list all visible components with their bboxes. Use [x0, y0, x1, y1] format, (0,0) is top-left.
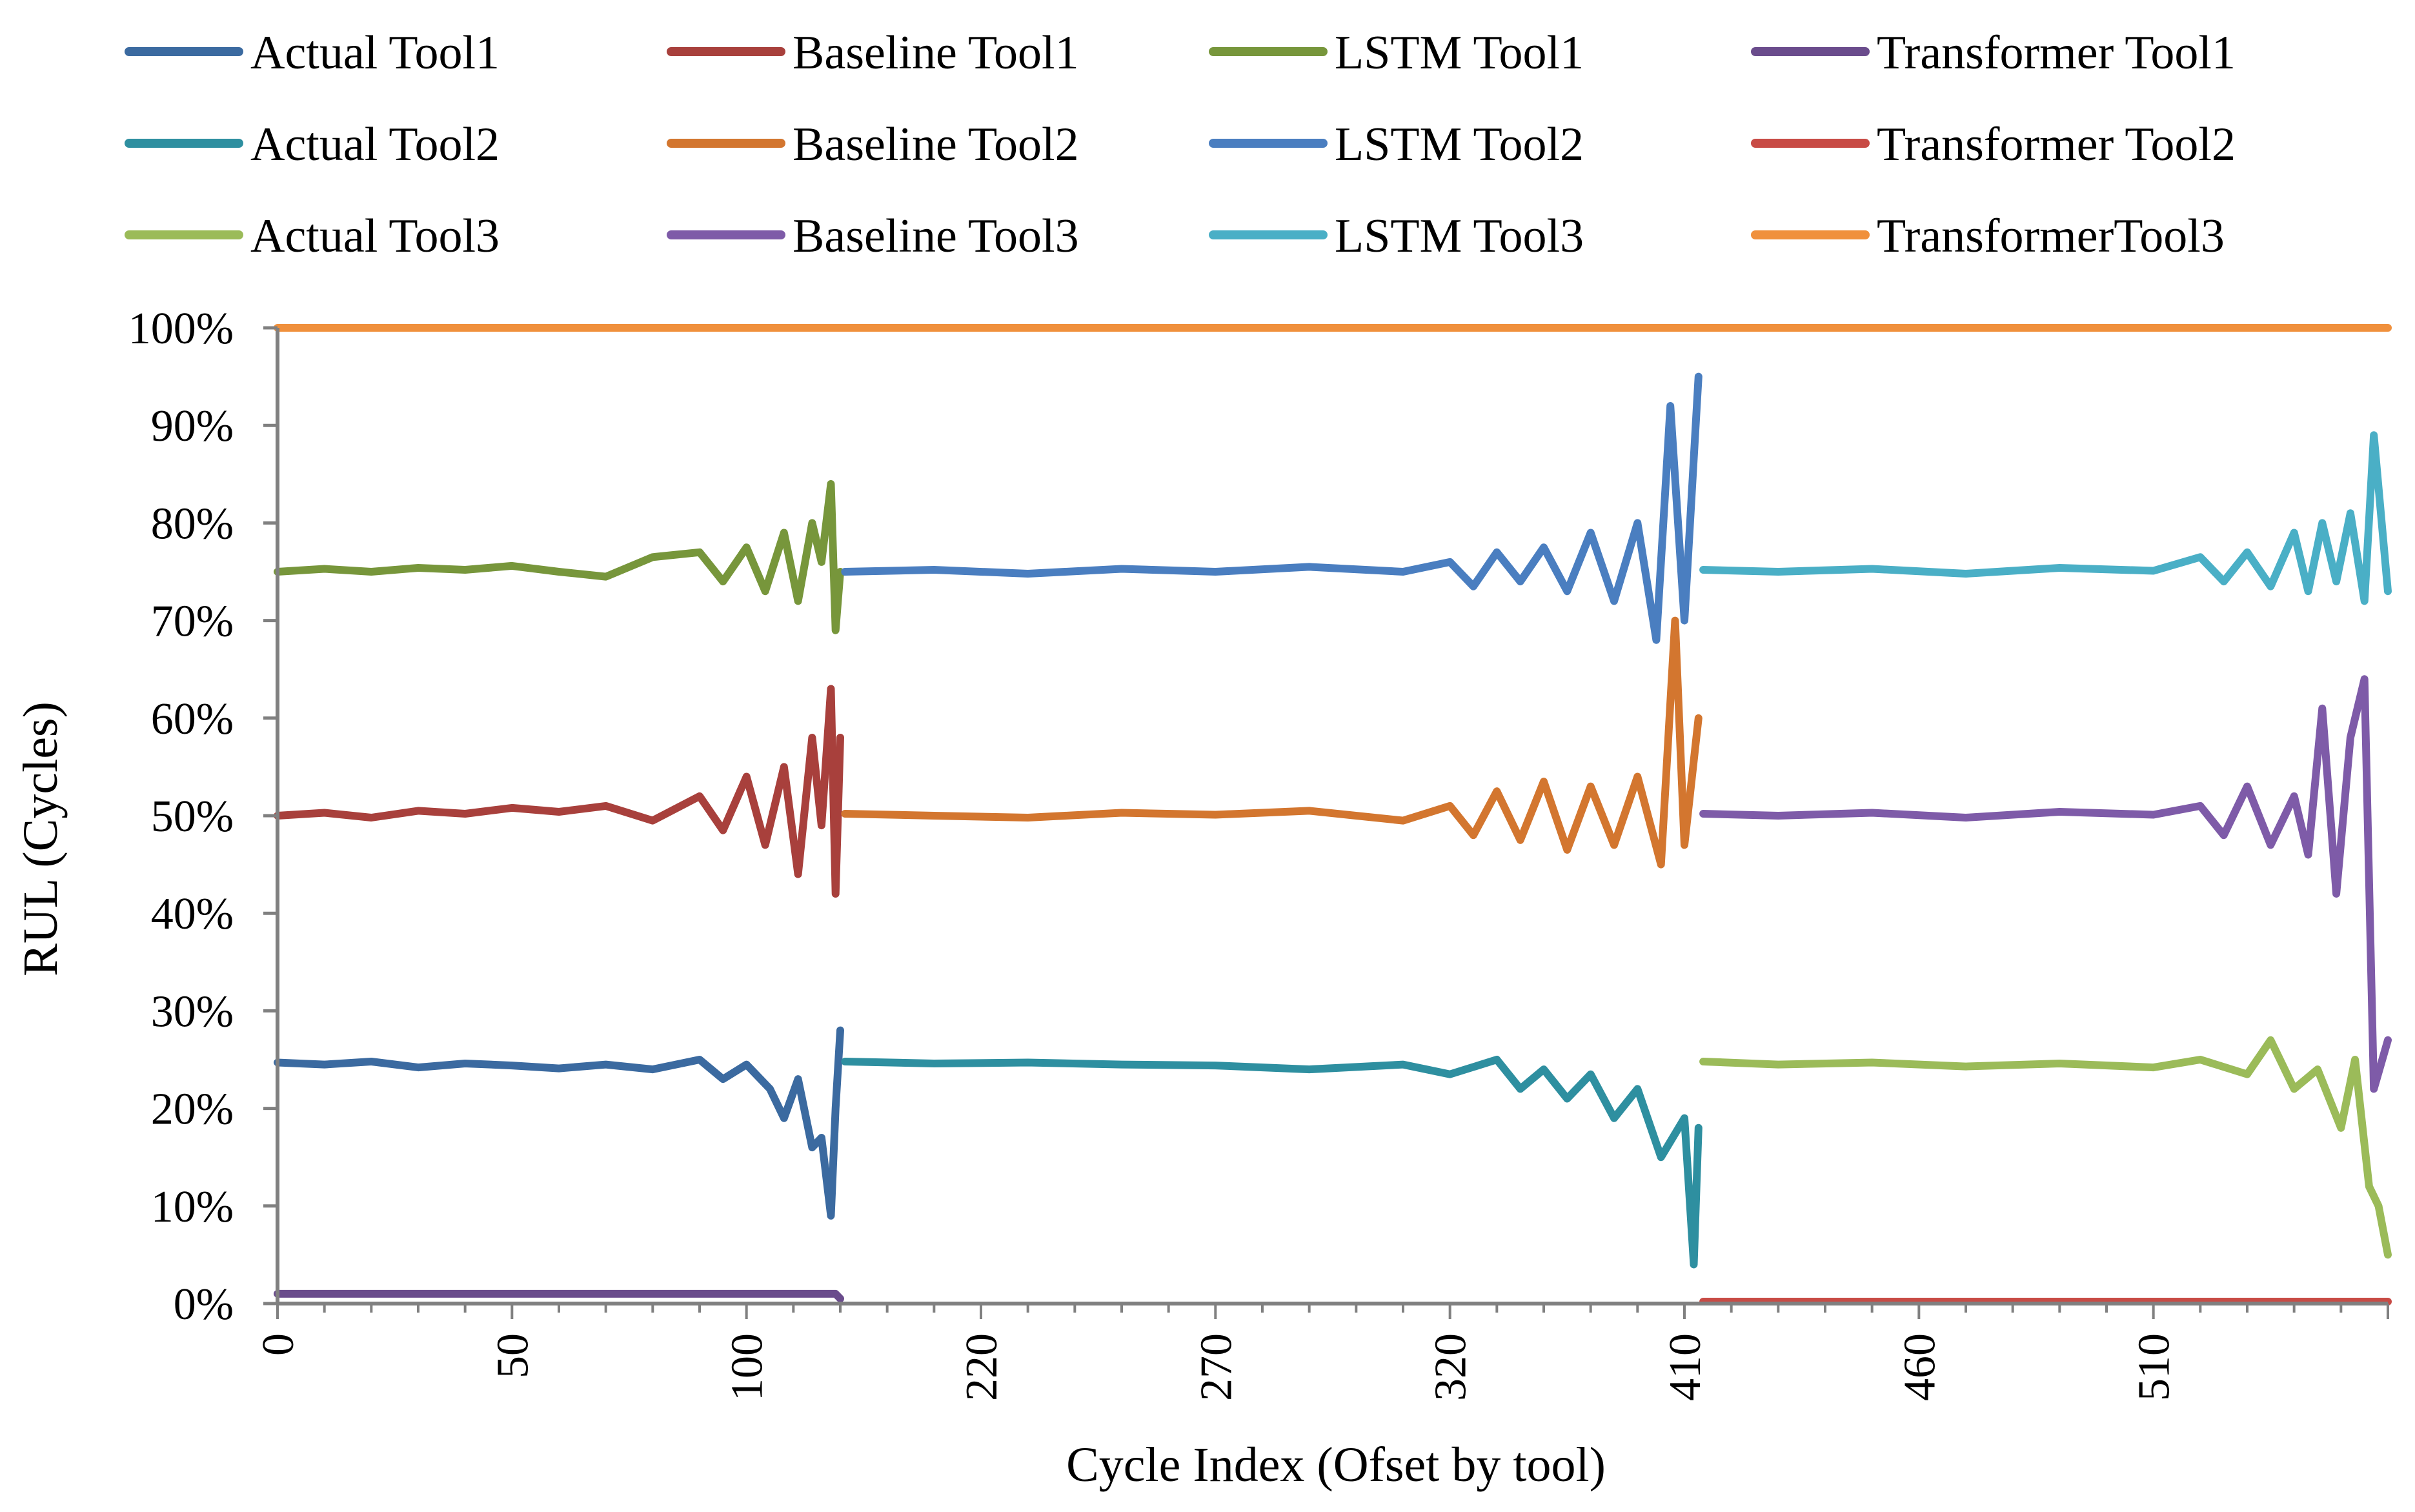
- x-tick-label: 220: [957, 1333, 1007, 1401]
- legend-label: LSTM Tool1: [1335, 26, 1584, 79]
- y-tick-label: 100%: [128, 304, 234, 354]
- legend-label: Actual Tool2: [250, 118, 500, 171]
- y-tick-label: 0%: [174, 1280, 234, 1329]
- y-tick-label: 20%: [151, 1085, 234, 1134]
- series-line-actual-tool3: [1699, 1036, 2392, 1259]
- legend-label: LSTM Tool3: [1335, 210, 1584, 263]
- plot-series: [274, 324, 2392, 1305]
- series-line-lstm-tool2: [841, 372, 1703, 644]
- x-tick-label: 50: [488, 1333, 538, 1378]
- legend-label: Actual Tool1: [250, 26, 500, 79]
- series-line-baseline-tool1: [274, 685, 844, 898]
- x-tick-label: 100: [723, 1333, 773, 1401]
- x-axis-title: Cycle Index (Ofset by tool): [1066, 1438, 1606, 1492]
- y-tick-label: 80%: [151, 499, 234, 549]
- x-tick-label: 460: [1895, 1333, 1945, 1401]
- legend-label: Transformer Tool2: [1877, 118, 2236, 171]
- series-line-actual-tool2: [841, 1056, 1703, 1269]
- x-tick-label: 320: [1426, 1333, 1476, 1401]
- legend-label: Baseline Tool2: [793, 118, 1079, 171]
- y-tick-label: 50%: [151, 792, 234, 842]
- legend-label: Transformer Tool1: [1877, 26, 2236, 79]
- y-tick-label: 70%: [151, 597, 234, 647]
- legend: Actual Tool1 Actual Tool2 Actual Tool3 Base…: [125, 26, 2236, 263]
- x-tick-label: 410: [1661, 1333, 1710, 1401]
- legend-label: Baseline Tool1: [793, 26, 1079, 79]
- series-line-actual-tool1: [274, 1026, 844, 1220]
- series-line-baseline-tool2: [841, 616, 1703, 869]
- legend-label: TransformerTool3: [1877, 210, 2225, 263]
- y-axis-title: RUL (Cycles): [14, 701, 68, 976]
- y-tick-label: 60%: [151, 694, 234, 744]
- y-tick-label: 90%: [151, 401, 234, 451]
- axes: 0% 10% 20% 30% 40% 50% 60% 70% 80% 90% 100% 0 50 100 2…: [128, 304, 2389, 1401]
- series-line-lstm-tool1: [274, 479, 844, 634]
- y-tick-label: 30%: [151, 987, 234, 1036]
- legend-label: LSTM Tool2: [1335, 118, 1584, 171]
- series-line-transformer-tool1: [274, 1289, 844, 1303]
- x-tick-label: 0: [254, 1333, 303, 1356]
- series-line-baseline-tool3: [1699, 675, 2392, 1093]
- x-tick-label: 510: [2130, 1333, 2179, 1401]
- legend-label: Actual Tool3: [250, 210, 500, 263]
- y-tick-label: 40%: [151, 889, 234, 939]
- y-tick-label: 10%: [151, 1182, 234, 1232]
- series-line-lstm-tool3: [1699, 431, 2392, 605]
- legend-label: Baseline Tool3: [793, 210, 1079, 263]
- x-tick-label: 270: [1191, 1333, 1241, 1401]
